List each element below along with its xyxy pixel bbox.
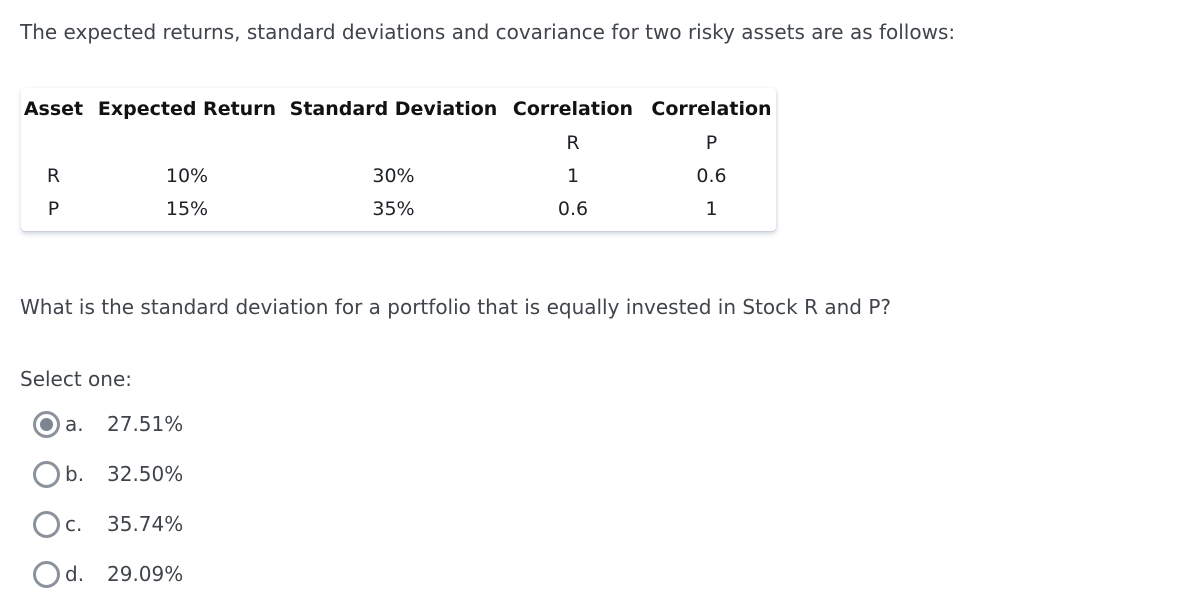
option-text: 32.50% xyxy=(107,462,184,486)
table-cell: P xyxy=(47,197,60,220)
radio-option-b[interactable] xyxy=(33,460,60,488)
table-cell: R xyxy=(46,164,61,187)
question-prompt: What is the standard deviation for a por… xyxy=(20,295,892,319)
table-cell: 10% xyxy=(165,164,209,187)
select-one-label: Select one: xyxy=(20,367,133,391)
table-cell: 1 xyxy=(705,197,718,220)
option-row-c[interactable]: c. 35.74% xyxy=(33,499,1176,549)
assets-table-card: Asset Expected Return Standard Deviation… xyxy=(21,88,776,231)
col-header-asset: Asset xyxy=(23,98,84,120)
col-header-correlation-p: Correlation xyxy=(651,98,772,120)
table-header-row: Asset Expected Return Standard Deviation… xyxy=(21,92,776,126)
table-cell: 35% xyxy=(372,197,415,220)
table-cell: 30% xyxy=(372,164,415,187)
table-cell: 0.6 xyxy=(696,164,727,187)
table-cell: 0.6 xyxy=(557,197,589,220)
table-cell-corr-label-r: R xyxy=(566,131,580,154)
radio-option-d[interactable] xyxy=(33,560,60,588)
option-text: 27.51% xyxy=(107,412,184,436)
table-cell xyxy=(86,126,288,159)
table-cell: 1 xyxy=(566,164,580,187)
radio-option-c[interactable] xyxy=(33,510,60,538)
col-header-standard-deviation: Standard Deviation xyxy=(289,98,498,120)
option-letter: b. xyxy=(65,462,85,486)
option-text: 29.09% xyxy=(107,562,184,586)
table-cell: 15% xyxy=(165,197,209,220)
option-letter: a. xyxy=(65,412,84,436)
option-text: 35.74% xyxy=(107,512,184,536)
table-row-asset-p: P 15% 35% 0.6 1 xyxy=(21,192,776,225)
option-letter: c. xyxy=(65,512,83,536)
option-letter: d. xyxy=(65,562,85,586)
col-header-expected-return: Expected Return xyxy=(97,98,277,120)
answer-options: a. 27.51% b. 32.50% c. 35.74% d. 29.09% xyxy=(20,399,1176,599)
option-row-b[interactable]: b. 32.50% xyxy=(33,449,1176,499)
option-row-d[interactable]: d. 29.09% xyxy=(33,549,1176,599)
question-intro: The expected returns, standard deviation… xyxy=(20,20,956,44)
table-cell xyxy=(21,126,86,159)
col-header-correlation-r: Correlation xyxy=(512,98,634,120)
option-row-a[interactable]: a. 27.51% xyxy=(33,399,1176,449)
table-subheader-row: R P xyxy=(21,126,776,159)
table-row-asset-r: R 10% 30% 1 0.6 xyxy=(21,159,776,192)
radio-option-a[interactable] xyxy=(33,410,60,438)
assets-table: Asset Expected Return Standard Deviation… xyxy=(21,92,776,225)
table-cell xyxy=(288,126,499,159)
table-cell-corr-label-p: P xyxy=(705,131,718,154)
